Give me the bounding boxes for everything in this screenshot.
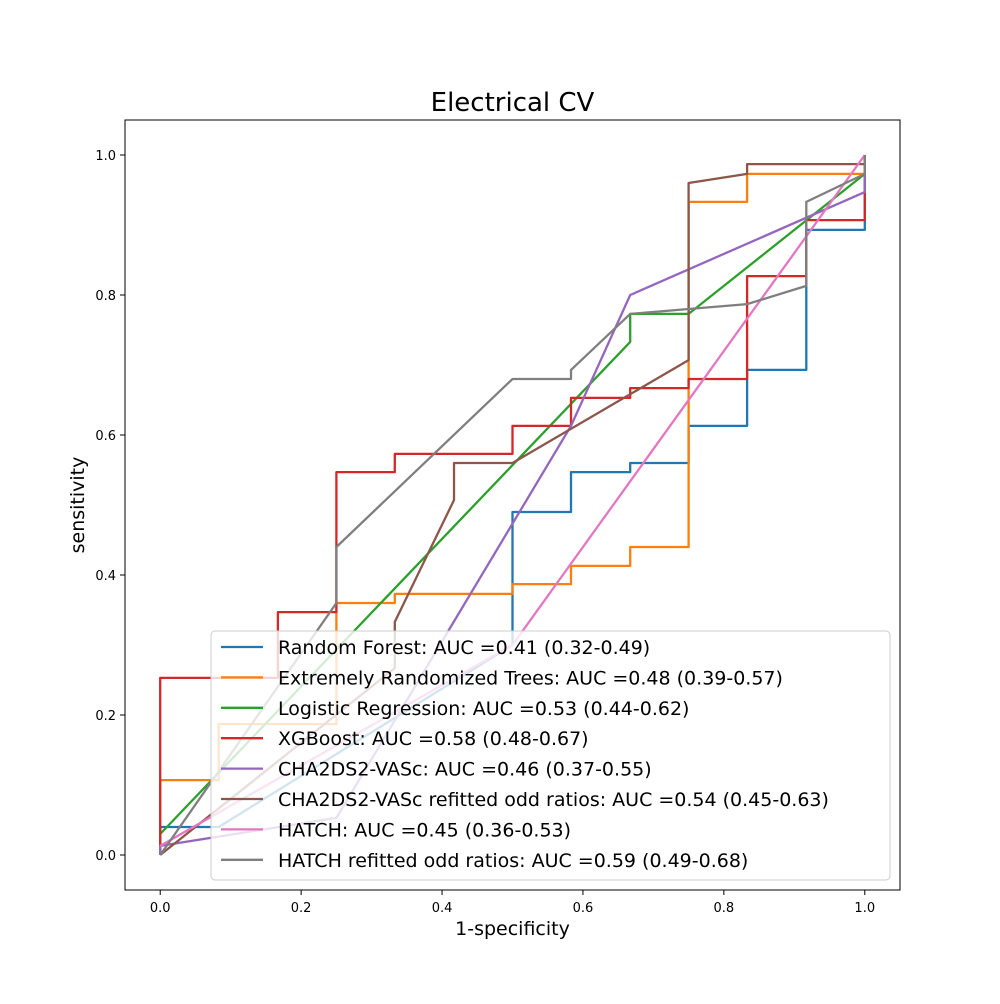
legend-label-7: HATCH: AUC =0.45 (0.36-0.53) — [278, 819, 571, 841]
chart-title: Electrical CV — [431, 88, 595, 118]
x-tick-label: 0.8 — [714, 901, 735, 916]
legend-label-1: Random Forest: AUC =0.41 (0.32-0.49) — [278, 637, 650, 659]
x-axis-label: 1-specificity — [455, 918, 570, 940]
series-line-8 — [159, 155, 866, 856]
y-tick-label: 1.0 — [95, 149, 116, 164]
x-tick-label: 1.0 — [854, 901, 875, 916]
y-tick-label: 0.4 — [95, 569, 116, 584]
y-tick-label: 0.8 — [95, 289, 116, 304]
series-line-6 — [159, 155, 866, 856]
legend: Random Forest: AUC =0.41 (0.32-0.49) Extr… — [210, 630, 891, 881]
legend-label-2: Extremely Randomized Trees: AUC =0.48 (0… — [278, 667, 783, 689]
legend-label-6: CHA2DS2-VASc refitted odd ratios: AUC =0… — [278, 789, 829, 811]
ticks-layer: 0.0 0.2 0.4 0.6 0.8 1.0 0.0 0.2 0.4 0.6 0.8 1.0 — [95, 149, 875, 916]
legend-label-3: Logistic Regression: AUC =0.53 (0.44-0.6… — [278, 698, 689, 720]
legend-label-5: CHA2DS2-VASc: AUC =0.46 (0.37-0.55) — [278, 759, 652, 781]
legend-label-4: XGBoost: AUC =0.58 (0.48-0.67) — [278, 728, 589, 750]
y-tick-label: 0.6 — [95, 429, 116, 444]
x-tick-label: 0.6 — [573, 901, 594, 916]
y-tick-label: 0.0 — [95, 849, 116, 864]
x-tick-label: 0.2 — [291, 901, 312, 916]
legend-label-8: HATCH refitted odd ratios: AUC =0.59 (0.… — [278, 850, 748, 872]
y-tick-label: 0.2 — [95, 709, 116, 724]
y-axis-label: sensitivity — [67, 457, 89, 554]
plot-frame — [124, 119, 901, 891]
x-tick-label: 0.4 — [432, 901, 453, 916]
legend-box — [210, 630, 891, 881]
x-tick-label: 0.0 — [150, 901, 171, 916]
